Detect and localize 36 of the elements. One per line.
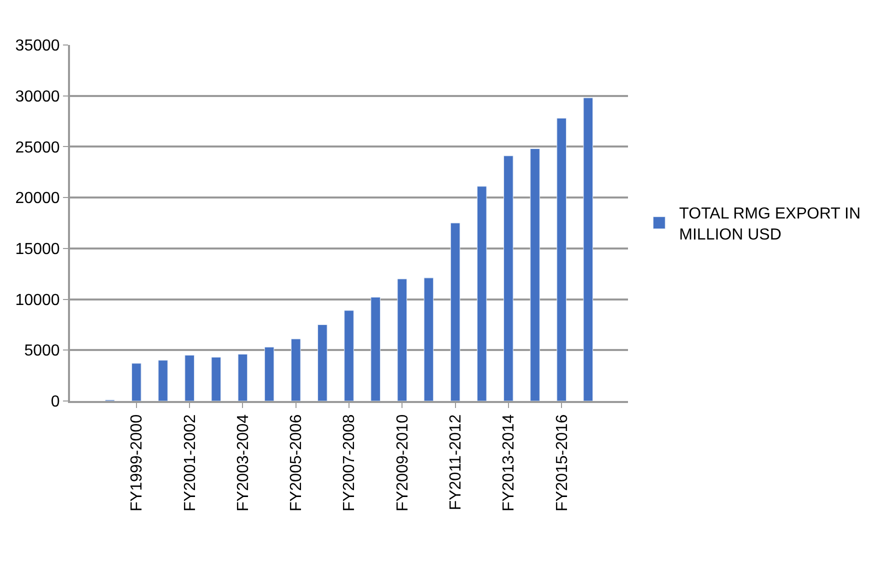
bar bbox=[583, 98, 594, 401]
bar bbox=[504, 156, 514, 401]
bar bbox=[397, 278, 408, 401]
y-tick-label: 5000 bbox=[24, 342, 60, 360]
x-tick-label: FY2007-2008 bbox=[341, 414, 358, 512]
y-tick-label: 30000 bbox=[15, 88, 60, 106]
bar bbox=[211, 357, 222, 401]
bar bbox=[238, 354, 248, 401]
bar bbox=[530, 148, 540, 401]
bar bbox=[344, 310, 354, 401]
y-tick-label: 20000 bbox=[15, 190, 60, 208]
bar bbox=[264, 346, 274, 401]
bar bbox=[158, 360, 168, 401]
bar bbox=[132, 363, 142, 401]
x-tick-label: FY2013-2014 bbox=[500, 414, 518, 512]
bar bbox=[424, 278, 434, 401]
x-tick-label: FY2015-2016 bbox=[554, 414, 571, 512]
x-tick-label: FY2003-2004 bbox=[234, 414, 252, 512]
legend-label: TOTAL RMG EXPORT IN MILLION USD bbox=[679, 206, 861, 244]
bar bbox=[184, 354, 194, 401]
y-tick-label: 15000 bbox=[15, 241, 60, 258]
x-tick-label: FY2009-2010 bbox=[394, 414, 412, 512]
bar bbox=[476, 186, 487, 401]
bar bbox=[370, 297, 380, 401]
bar bbox=[290, 338, 301, 401]
x-tick-label: FY2011-2012 bbox=[447, 414, 464, 510]
y-tick-label: 0 bbox=[50, 394, 60, 411]
bar bbox=[318, 324, 328, 401]
x-tick-label: FY2005-2006 bbox=[288, 414, 306, 512]
y-tick-label: 35000 bbox=[15, 38, 60, 55]
bar bbox=[450, 222, 460, 401]
bar bbox=[556, 118, 566, 401]
y-tick-label: 10000 bbox=[15, 292, 60, 309]
x-tick-label: FY2001-2002 bbox=[182, 414, 199, 512]
x-tick-label: FY1999-2000 bbox=[128, 414, 146, 512]
y-tick-label: 25000 bbox=[15, 139, 60, 156]
